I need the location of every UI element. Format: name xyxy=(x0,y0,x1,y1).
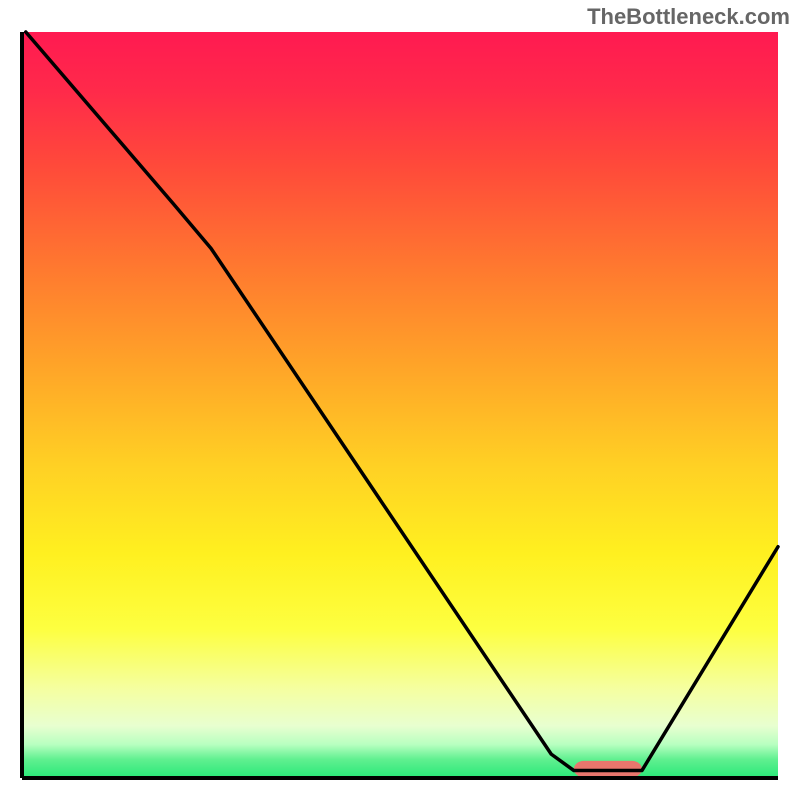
bottleneck-chart xyxy=(20,30,780,780)
plot-area xyxy=(20,30,780,780)
chart-container: TheBottleneck.com xyxy=(0,0,800,800)
watermark-text: TheBottleneck.com xyxy=(587,4,790,30)
